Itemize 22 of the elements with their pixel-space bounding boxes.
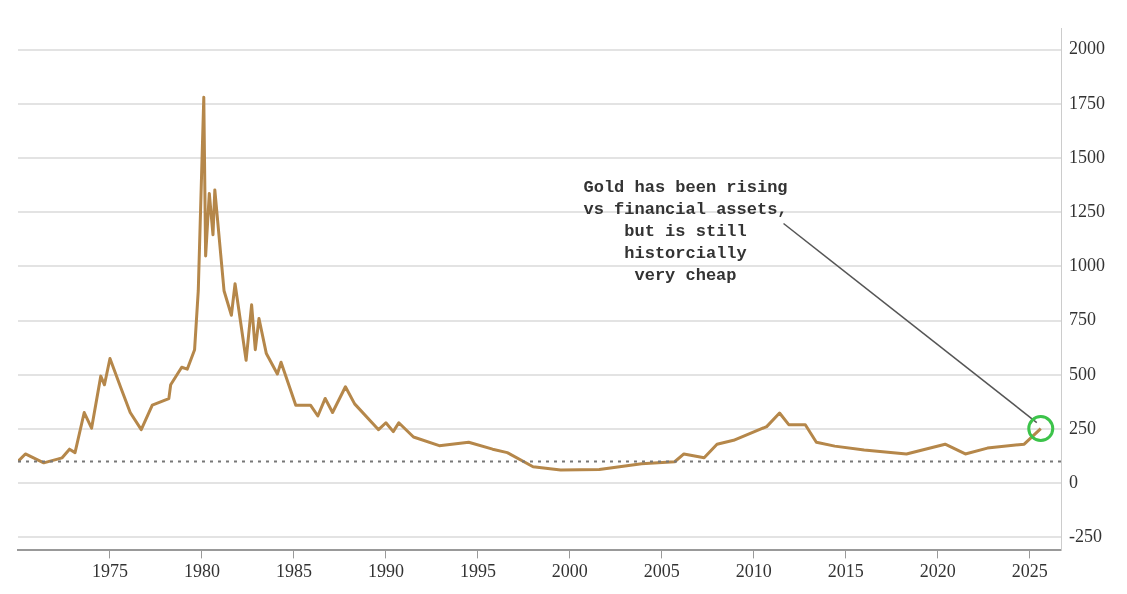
y-tick-label: -250 [1069,526,1102,547]
y-tick-label: 0 [1069,471,1078,492]
x-tick-label: 1990 [367,560,404,581]
y-tick-label: 250 [1069,417,1096,438]
y-tick-label: 1500 [1069,146,1105,167]
y-tick-label: 2000 [1069,38,1105,59]
x-tick-label: 2020 [919,560,956,581]
x-tick-label: 1975 [91,560,128,581]
x-tick-label: 1985 [275,560,312,581]
annotation: Gold has been rising vs financial assets, but is still historcially very cheap [583,178,788,286]
x-tick-label: 2015 [827,560,864,581]
x-tick-label: 2005 [643,560,680,581]
x-tick-label: 2025 [1011,560,1048,581]
y-tick-label: 750 [1069,309,1096,330]
x-tick-label: 2000 [551,560,588,581]
y-tick-label: 1000 [1069,255,1105,276]
y-tick-label: 1250 [1069,200,1105,221]
y-tick-label: 1750 [1069,92,1105,113]
x-tick-label: 2010 [735,560,772,581]
y-tick-label: 500 [1069,363,1096,384]
x-tick-label: 1995 [459,560,496,581]
x-tick-label: 1980 [183,560,220,581]
